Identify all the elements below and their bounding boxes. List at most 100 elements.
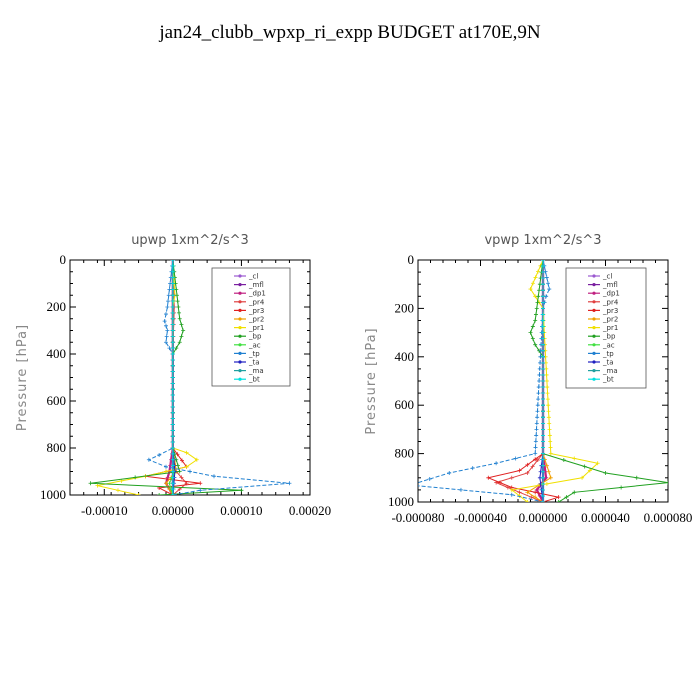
series-marker-pr3 — [486, 475, 491, 480]
series-marker-pr3 — [533, 490, 538, 495]
series-marker-tp — [546, 281, 550, 286]
legend-marker — [592, 291, 596, 295]
legend-marker — [592, 300, 596, 304]
y-tick-label: 600 — [47, 393, 67, 408]
series-marker-pr1 — [544, 372, 549, 377]
series-marker-bp — [177, 310, 182, 315]
series-marker-ac — [167, 481, 172, 486]
series-marker-tp — [408, 483, 412, 487]
chart-title: vpwp 1xm^2/s^3 — [484, 233, 601, 248]
legend-marker — [592, 369, 596, 373]
legend-marker — [592, 351, 596, 355]
series-marker-bt — [541, 300, 545, 305]
series-marker-tp — [164, 334, 169, 339]
series-marker-bt — [170, 404, 175, 409]
series-marker-pr2 — [164, 481, 168, 486]
series-marker-pr1 — [545, 397, 550, 402]
series-marker-pr1 — [580, 475, 585, 480]
series-marker-pr3 — [498, 480, 503, 485]
series-marker-bt — [541, 288, 545, 293]
legend-label: _bt — [602, 376, 614, 384]
series-marker-bt — [170, 457, 175, 462]
series-marker-bp — [239, 488, 244, 493]
series-marker-pr1 — [525, 500, 530, 502]
series-marker-bp — [176, 463, 180, 468]
x-tick-label: 0.00010 — [220, 503, 262, 518]
series-marker-bt — [170, 469, 175, 474]
series-marker-bt — [541, 451, 545, 456]
series-marker-tp — [198, 488, 203, 493]
legend-marker — [238, 291, 242, 295]
legend-label: _tp — [602, 350, 614, 358]
series-marker-bt — [541, 336, 545, 341]
legend-label: _pr1 — [602, 324, 618, 332]
series-marker-pr3 — [556, 495, 561, 500]
series-marker-bt — [541, 264, 545, 269]
legend: _cl_mfl_dp1_pr4_pr3_pr2_pr1_bp_ac_tp_ta_… — [211, 267, 291, 387]
legend-label: _ta — [602, 359, 614, 367]
series-marker-bt — [541, 403, 545, 408]
series-marker-bt — [541, 306, 545, 311]
series-marker-bt — [170, 381, 175, 386]
series-marker-bt — [541, 409, 545, 414]
y-tick-label: 200 — [47, 299, 67, 314]
series-marker-tp — [533, 439, 538, 444]
chart-title: upwp 1xm^2/s^3 — [131, 233, 249, 248]
series-marker-pr1 — [595, 461, 600, 466]
legend-marker — [238, 300, 242, 304]
series-marker-bt — [541, 282, 545, 287]
legend-marker — [238, 283, 242, 287]
series-marker-pr1 — [184, 464, 189, 469]
series-marker-bt — [170, 387, 175, 392]
series-marker-bp — [177, 340, 182, 345]
series-marker-bt — [541, 493, 545, 498]
series-marker-bt — [170, 363, 175, 368]
series-marker-bt — [541, 379, 545, 383]
y-tick-label: 800 — [395, 446, 415, 461]
x-tick-label: 0.000040 — [581, 510, 630, 525]
series-marker-bp — [536, 294, 541, 299]
series-marker-tp — [165, 305, 170, 309]
series-marker-bp — [176, 305, 181, 309]
series-marker-bt — [170, 393, 175, 398]
series-marker-bt — [541, 475, 545, 480]
series-marker-tp — [427, 477, 432, 482]
x-tick-label: -0.000080 — [391, 510, 444, 525]
series-marker-pr1 — [547, 421, 552, 426]
series-marker-bt — [170, 440, 175, 445]
series-marker-bp — [133, 475, 138, 480]
series-marker-bt — [170, 475, 175, 480]
series-marker-bp — [603, 470, 608, 475]
series-marker-tp — [536, 391, 541, 396]
y-tick-label: 0 — [408, 252, 415, 267]
series-marker-pr1 — [545, 391, 550, 396]
series-marker-pr1 — [546, 403, 551, 408]
series-marker-pr4 — [179, 475, 184, 480]
series-marker-bt — [170, 416, 175, 421]
series-marker-bt — [541, 360, 545, 365]
series-marker-tp — [188, 469, 192, 474]
series-marker-bt — [541, 342, 545, 347]
series-marker-pr3 — [180, 458, 184, 463]
series-marker-tp — [535, 415, 540, 420]
series-marker-pr1 — [546, 409, 551, 414]
series-marker-bt — [170, 260, 175, 262]
series-marker-tp — [470, 466, 475, 471]
series-marker-tp — [167, 287, 172, 292]
y-tick-label: 800 — [47, 440, 67, 455]
series-marker-bp — [535, 300, 540, 305]
series-marker-bp — [537, 288, 542, 293]
series-marker-tp — [164, 464, 168, 469]
series-marker-pr1 — [533, 275, 538, 280]
series-marker-bp — [179, 334, 184, 339]
series-marker-bt — [170, 293, 175, 298]
y-tick-label: 400 — [47, 346, 67, 361]
series-marker-pr3 — [525, 462, 530, 467]
series-group — [88, 260, 292, 495]
series-marker-tp — [458, 487, 463, 492]
series-marker-bp — [582, 464, 587, 469]
legend-marker — [592, 334, 596, 338]
legend-box — [211, 267, 291, 387]
series-marker-bt — [541, 415, 545, 420]
series-marker-pr1 — [544, 481, 549, 486]
